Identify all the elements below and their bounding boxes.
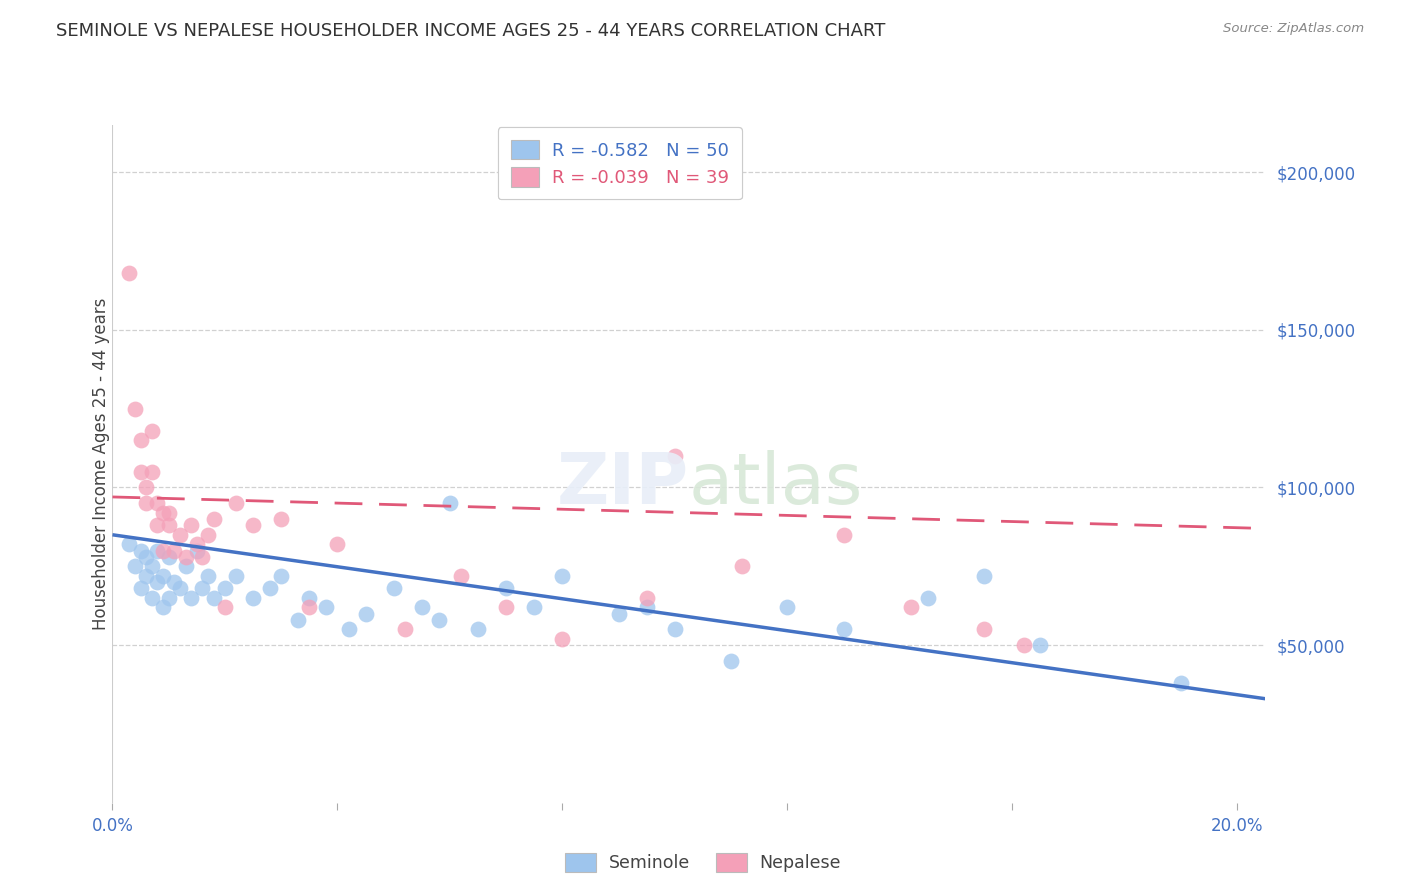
Point xyxy=(174,559,197,574)
Point xyxy=(135,481,157,495)
Point xyxy=(157,591,180,605)
Point xyxy=(1029,638,1052,652)
Point xyxy=(202,591,225,605)
Point xyxy=(450,568,472,582)
Point xyxy=(146,496,169,510)
Point xyxy=(315,600,337,615)
Point xyxy=(298,591,321,605)
Point xyxy=(191,582,214,596)
Point xyxy=(242,591,264,605)
Point xyxy=(129,582,152,596)
Point xyxy=(664,449,686,463)
Point xyxy=(163,543,186,558)
Point xyxy=(523,600,546,615)
Point xyxy=(298,600,321,615)
Point xyxy=(636,600,658,615)
Point xyxy=(731,559,754,574)
Point xyxy=(186,543,208,558)
Point xyxy=(776,600,799,615)
Point xyxy=(551,632,574,646)
Point xyxy=(129,465,152,479)
Point xyxy=(225,568,247,582)
Point xyxy=(118,537,141,551)
Point xyxy=(720,654,742,668)
Point xyxy=(152,506,174,520)
Point xyxy=(197,568,219,582)
Point xyxy=(467,623,489,637)
Point xyxy=(129,543,152,558)
Point xyxy=(191,549,214,564)
Point xyxy=(607,607,630,621)
Text: SEMINOLE VS NEPALESE HOUSEHOLDER INCOME AGES 25 - 44 YEARS CORRELATION CHART: SEMINOLE VS NEPALESE HOUSEHOLDER INCOME … xyxy=(56,22,886,40)
Point xyxy=(214,600,236,615)
Point xyxy=(832,623,855,637)
Point xyxy=(259,582,281,596)
Point xyxy=(146,543,169,558)
Point xyxy=(394,623,416,637)
Point xyxy=(163,575,186,590)
Point xyxy=(141,465,163,479)
Y-axis label: Householder Income Ages 25 - 44 years: Householder Income Ages 25 - 44 years xyxy=(93,298,110,630)
Point xyxy=(900,600,922,615)
Point xyxy=(169,582,191,596)
Point xyxy=(180,591,202,605)
Point xyxy=(141,591,163,605)
Point xyxy=(124,559,146,574)
Point xyxy=(186,537,208,551)
Legend: R = -0.582   N = 50, R = -0.039   N = 39: R = -0.582 N = 50, R = -0.039 N = 39 xyxy=(498,128,742,200)
Text: Source: ZipAtlas.com: Source: ZipAtlas.com xyxy=(1223,22,1364,36)
Point xyxy=(1170,676,1192,690)
Point xyxy=(225,496,247,510)
Text: atlas: atlas xyxy=(689,450,863,518)
Point xyxy=(354,607,377,621)
Point xyxy=(326,537,349,551)
Point xyxy=(202,512,225,526)
Point xyxy=(152,600,174,615)
Point xyxy=(174,549,197,564)
Point xyxy=(411,600,433,615)
Point xyxy=(242,518,264,533)
Point xyxy=(551,568,574,582)
Point xyxy=(832,528,855,542)
Point xyxy=(495,582,517,596)
Point xyxy=(664,623,686,637)
Point xyxy=(124,401,146,416)
Point xyxy=(197,528,219,542)
Point xyxy=(337,623,360,637)
Point xyxy=(157,518,180,533)
Point xyxy=(917,591,939,605)
Point xyxy=(270,512,292,526)
Point xyxy=(495,600,517,615)
Point xyxy=(169,528,191,542)
Point xyxy=(146,575,169,590)
Point xyxy=(141,424,163,438)
Point xyxy=(636,591,658,605)
Point xyxy=(180,518,202,533)
Point xyxy=(427,613,450,627)
Text: ZIP: ZIP xyxy=(557,450,689,518)
Point xyxy=(287,613,309,627)
Point xyxy=(1012,638,1035,652)
Point xyxy=(973,568,995,582)
Point xyxy=(118,266,141,280)
Point xyxy=(973,623,995,637)
Point xyxy=(270,568,292,582)
Point xyxy=(382,582,405,596)
Point xyxy=(152,568,174,582)
Point xyxy=(157,549,180,564)
Point xyxy=(141,559,163,574)
Point xyxy=(135,568,157,582)
Point xyxy=(146,518,169,533)
Point xyxy=(439,496,461,510)
Point xyxy=(129,433,152,447)
Point xyxy=(214,582,236,596)
Point xyxy=(135,496,157,510)
Point xyxy=(135,549,157,564)
Legend: Seminole, Nepalese: Seminole, Nepalese xyxy=(558,846,848,879)
Point xyxy=(152,543,174,558)
Point xyxy=(157,506,180,520)
